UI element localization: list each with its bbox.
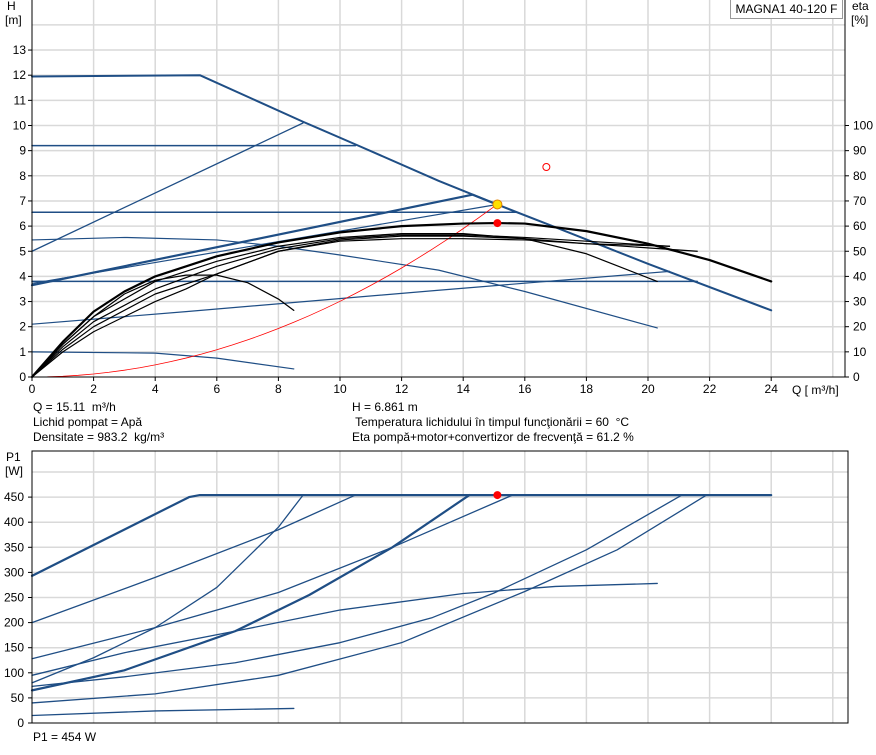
q-tick-label: 8 [275, 382, 282, 396]
p1-autoadapt [31, 582, 658, 676]
min-curve [31, 351, 295, 370]
p1-tick-label: 200 [4, 616, 24, 630]
h-tick-label: 4 [19, 269, 26, 283]
operating-point-head [492, 199, 503, 210]
q-tick-label: 6 [213, 382, 220, 396]
h-tick-label: 13 [13, 43, 27, 57]
h-tick-label: 9 [19, 144, 26, 158]
q-tick-label: 18 [580, 382, 594, 396]
autoadapt-curve [31, 236, 658, 329]
p1-frame [31, 450, 849, 724]
eta-tick-label: 60 [853, 219, 867, 233]
eta-4 [31, 238, 698, 378]
h-tick-label: 5 [19, 244, 26, 258]
q-tick-label: 14 [457, 382, 471, 396]
p1-tick-label: 150 [4, 641, 24, 655]
prop-pressure-mid [30, 193, 499, 287]
eta-max [30, 221, 773, 379]
head-readout: H = 6.861 m [352, 400, 418, 414]
eta-tick-label: 100 [853, 119, 873, 133]
eta-3 [31, 234, 671, 378]
q-tick-label: 4 [152, 382, 159, 396]
p1-tick-label: 50 [11, 691, 25, 705]
p1-tick-label: 100 [4, 666, 24, 680]
q-tick-label: 0 [29, 382, 36, 396]
eta-tick-label: 0 [853, 370, 860, 384]
p1-tick-label: 450 [4, 490, 24, 504]
q-tick-label: 22 [703, 382, 717, 396]
p1-prop-mid [31, 494, 514, 660]
p1-tick-label: 300 [4, 565, 24, 579]
best-efficiency-marker [542, 162, 551, 171]
p1-max [30, 493, 773, 578]
axes: 0123456789101112130102030405060708090100… [4, 0, 873, 730]
h-tick-label: 8 [19, 169, 26, 183]
max-curve [31, 74, 773, 312]
head-curves [30, 74, 773, 379]
q-tick-label: 2 [90, 382, 97, 396]
bottom-grid [32, 451, 848, 723]
p1-axis-unit: [W] [5, 464, 23, 478]
prop-pressure-mid-2 [31, 203, 498, 285]
p1-const-mid [30, 493, 471, 692]
eta-6 [31, 235, 671, 378]
top-grid [32, 0, 845, 377]
eta-tick-label: 80 [853, 169, 867, 183]
eta-tick-label: 70 [853, 194, 867, 208]
h-tick-label: 0 [19, 370, 26, 384]
temperature-readout: Temperatura lichidului în timpul funcţio… [352, 415, 630, 429]
h-tick-label: 12 [13, 68, 27, 82]
eta-tick-label: 50 [853, 244, 867, 258]
p1-prop-high [31, 494, 357, 624]
eta-tick-label: 30 [853, 295, 867, 309]
operating-point-p1 [493, 491, 502, 500]
p1-prop-low [31, 494, 683, 688]
h-tick-label: 7 [19, 194, 26, 208]
h-tick-label: 1 [19, 345, 26, 359]
q-axis-label: Q [ m³/h] [792, 383, 839, 397]
liquid-readout: Lichid pompat = Apă [33, 415, 143, 429]
eta-axis-label: eta [852, 0, 869, 13]
eta-tick-label: 10 [853, 345, 867, 359]
q-tick-label: 16 [518, 382, 532, 396]
power-curves [30, 491, 773, 717]
p1-axis-label: P1 [6, 450, 21, 464]
eta-axis-unit: [%] [851, 13, 868, 27]
p1-const-high [31, 494, 304, 684]
h-axis-label: H [7, 0, 16, 13]
h-tick-label: 6 [19, 219, 26, 233]
density-readout: Densitate = 983.2 kg/m³ [33, 430, 165, 444]
operating-point-eta [493, 219, 502, 228]
h-tick-label: 3 [19, 295, 26, 309]
p1-min [31, 707, 295, 717]
efficiency-readout: Eta pompă+motor+convertizor de frecvenţă… [352, 430, 634, 444]
p1-tick-label: 350 [4, 540, 24, 554]
pump-model-legend: MAGNA1 40-120 F [730, 0, 843, 19]
h-tick-label: 2 [19, 320, 26, 334]
p1-tick-label: 400 [4, 515, 24, 529]
h-tick-label: 11 [14, 93, 27, 107]
h-axis-unit: [m] [5, 13, 22, 27]
h-tick-label: 10 [13, 119, 27, 133]
eta-5 [31, 274, 295, 378]
q-tick-label: 20 [641, 382, 655, 396]
p1-const-low [31, 494, 708, 704]
eta-tick-label: 40 [853, 269, 867, 283]
q-tick-label: 24 [765, 382, 779, 396]
prop-pressure-high [31, 122, 304, 252]
q-tick-label: 12 [395, 382, 409, 396]
p1-tick-label: 250 [4, 591, 24, 605]
flow-readout: Q = 15.11 m³/h [33, 400, 116, 414]
q-tick-label: 10 [333, 382, 347, 396]
power-readout: P1 = 454 W [33, 730, 97, 744]
p1-tick-label: 0 [17, 716, 24, 730]
system-curve [31, 203, 498, 378]
eta-tick-label: 20 [853, 320, 867, 334]
eta-tick-label: 90 [853, 144, 867, 158]
